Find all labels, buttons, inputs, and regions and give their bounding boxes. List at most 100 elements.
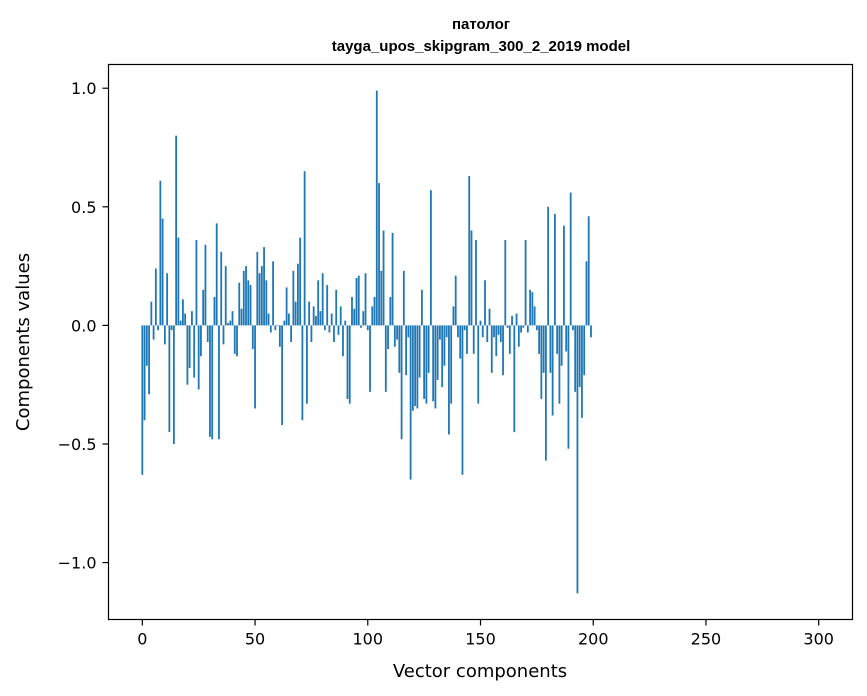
bar-173 xyxy=(531,292,534,326)
bar-45 xyxy=(242,270,245,326)
x-tick-label: 300 xyxy=(803,630,834,649)
bar-154 xyxy=(488,308,491,326)
bar-166 xyxy=(515,313,518,326)
bar-18 xyxy=(182,299,184,326)
bar-165 xyxy=(513,325,516,433)
bar-170 xyxy=(524,240,527,326)
bar-33 xyxy=(215,223,218,326)
bar-189 xyxy=(567,325,570,449)
bar-61 xyxy=(278,325,281,347)
bar-34 xyxy=(218,325,220,440)
bar-142 xyxy=(461,325,464,475)
x-tick-label: 250 xyxy=(691,630,722,649)
bar-152 xyxy=(484,280,486,326)
bar-168 xyxy=(520,325,522,333)
bar-186 xyxy=(560,325,563,366)
bar-144 xyxy=(466,325,468,354)
bar-178 xyxy=(542,325,545,373)
bar-81 xyxy=(324,325,326,331)
bar-17 xyxy=(179,320,182,326)
bar-67 xyxy=(292,270,295,326)
x-tick-label: 150 xyxy=(465,630,496,649)
bar-11 xyxy=(166,273,169,326)
bar-188 xyxy=(565,325,568,352)
bar-72 xyxy=(303,171,306,326)
bar-141 xyxy=(459,325,462,359)
bar-109 xyxy=(387,325,389,350)
bar-89 xyxy=(342,325,344,357)
bar-58 xyxy=(272,261,274,326)
bar-103 xyxy=(373,296,376,326)
bar-155 xyxy=(490,325,493,373)
bar-48 xyxy=(249,285,252,326)
bar-181 xyxy=(549,325,552,373)
bar-113 xyxy=(396,325,398,340)
y-axis-ticks: −1.0 −0.5 0.0 0.5 1.0 xyxy=(58,79,109,573)
bar-134 xyxy=(443,325,446,366)
bar-180 xyxy=(547,206,550,326)
bar-112 xyxy=(393,325,396,347)
bar-114 xyxy=(398,325,401,373)
bar-63 xyxy=(283,320,286,326)
bar-156 xyxy=(493,325,495,338)
bar-5 xyxy=(152,325,155,340)
bar-125 xyxy=(423,325,426,399)
bar-69 xyxy=(296,263,299,326)
bar-95 xyxy=(355,277,358,326)
bar-161 xyxy=(504,240,507,326)
bar-85 xyxy=(333,325,335,342)
bar-23 xyxy=(193,325,196,378)
bar-143 xyxy=(463,325,466,331)
bar-65 xyxy=(287,313,290,326)
bar-41 xyxy=(233,325,236,354)
bar-157 xyxy=(495,325,498,357)
bar-97 xyxy=(360,325,362,328)
plot-frame xyxy=(107,63,854,621)
bar-153 xyxy=(486,325,489,342)
bar-96 xyxy=(357,275,360,326)
bar-49 xyxy=(251,325,254,350)
bar-87 xyxy=(337,325,340,335)
bar-10 xyxy=(163,325,166,345)
bar-21 xyxy=(188,325,191,369)
bar-38 xyxy=(227,323,229,326)
bar-59 xyxy=(274,325,277,331)
bar-148 xyxy=(475,240,477,326)
bar-126 xyxy=(425,325,428,404)
bar-129 xyxy=(432,325,435,402)
bar-99 xyxy=(364,273,367,326)
bar-6 xyxy=(154,268,157,326)
bar-64 xyxy=(285,287,288,326)
bar-24 xyxy=(195,240,198,326)
bar-29 xyxy=(206,325,209,342)
bar-77 xyxy=(315,315,317,326)
bar-147 xyxy=(472,325,475,354)
y-tick-label: −1.0 xyxy=(58,554,97,573)
bar-183 xyxy=(554,213,556,326)
bar-52 xyxy=(258,273,261,326)
bar-146 xyxy=(470,230,473,326)
bar-163 xyxy=(508,325,511,354)
bar-149 xyxy=(477,325,480,404)
bar-167 xyxy=(517,325,520,347)
bar-139 xyxy=(454,275,457,326)
bar-192 xyxy=(574,325,577,392)
bar-73 xyxy=(306,325,308,404)
bar-100 xyxy=(366,325,369,331)
bar-198 xyxy=(587,216,590,326)
bar-26 xyxy=(200,325,202,357)
bar-25 xyxy=(197,325,200,390)
bar-82 xyxy=(326,285,329,326)
bar-51 xyxy=(256,251,259,326)
bar-197 xyxy=(585,261,588,326)
bar-71 xyxy=(301,325,304,421)
chart-title: патолог xyxy=(452,16,510,33)
bar-121 xyxy=(414,325,417,407)
bar-104 xyxy=(375,90,378,326)
bar-3 xyxy=(148,325,150,395)
bar-1 xyxy=(143,325,146,421)
bar-162 xyxy=(506,325,509,328)
bar-31 xyxy=(211,325,214,440)
x-axis-label: Vector components xyxy=(393,661,567,682)
